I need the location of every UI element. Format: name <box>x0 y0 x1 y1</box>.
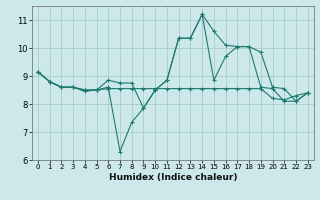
X-axis label: Humidex (Indice chaleur): Humidex (Indice chaleur) <box>108 173 237 182</box>
